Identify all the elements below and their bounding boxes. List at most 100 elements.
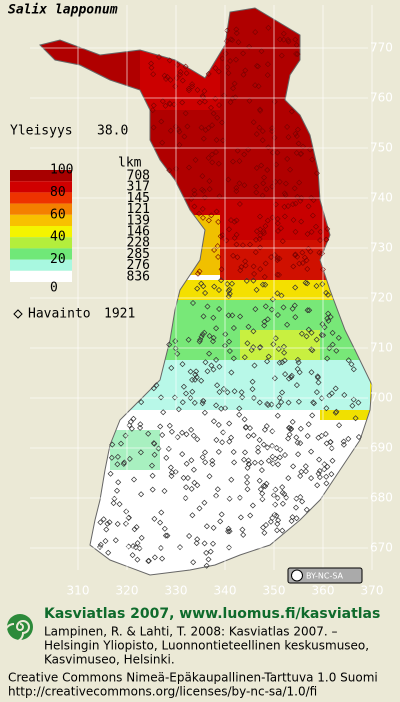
- observation-mark: [236, 180, 243, 187]
- observation-mark: [126, 455, 133, 462]
- observation-mark: [195, 270, 201, 277]
- observation-mark: [288, 108, 295, 115]
- observation-mark: [216, 389, 223, 395]
- observation-mark: [245, 146, 252, 153]
- observation-mark: [276, 394, 283, 401]
- observation-mark: [259, 281, 266, 288]
- observation-mark: [281, 357, 288, 364]
- observation-mark: [277, 36, 283, 43]
- observation-mark: [206, 333, 213, 339]
- observation-mark: [208, 104, 214, 111]
- observation-mark: [283, 494, 290, 501]
- x-grid-label: 370: [361, 584, 384, 598]
- y-grid-label: 670: [370, 541, 393, 555]
- observation-mark: [251, 362, 258, 369]
- footer-logo: [4, 614, 33, 643]
- observation-mark: [285, 134, 292, 141]
- observation-mark: [149, 472, 156, 479]
- observation-mark: [210, 110, 217, 117]
- observation-mark: [293, 42, 300, 48]
- observation-mark: [100, 516, 107, 523]
- observation-mark: [158, 509, 165, 516]
- observation-mark: [199, 454, 206, 461]
- observation-mark: [340, 438, 347, 445]
- observation-mark: [332, 385, 339, 392]
- observation-mark: [304, 307, 311, 314]
- observation-mark: [305, 421, 312, 428]
- observation-mark: [157, 519, 164, 526]
- observation-mark: [202, 459, 209, 466]
- observation-mark: [160, 409, 167, 416]
- observation-mark: [355, 399, 362, 406]
- map-grid: 310 320 330 340 350 360 370 770 760 750 740 730 720 7…: [30, 5, 393, 598]
- observation-mark: [273, 161, 280, 168]
- observation-mark: [265, 144, 272, 151]
- observation-mark: [215, 253, 222, 260]
- legend-scale-label: 40: [50, 230, 66, 245]
- observation-mark: [109, 441, 116, 448]
- observation-mark: [247, 425, 253, 432]
- observation-mark: [184, 123, 191, 130]
- observation-mark: [237, 514, 244, 521]
- observation-mark: [190, 300, 196, 306]
- observation-mark: [191, 399, 198, 406]
- observation-mark: [156, 54, 162, 60]
- observation-mark: [250, 328, 257, 335]
- observation-mark: [264, 61, 271, 68]
- observation-mark: [193, 374, 200, 381]
- observation-mark: [194, 86, 201, 93]
- observation-mark: [185, 85, 192, 92]
- observation-mark: [207, 548, 214, 555]
- observation-mark: [261, 174, 268, 181]
- observation-mark: [302, 468, 309, 475]
- observation-mark: [268, 306, 275, 313]
- observation-mark: [200, 214, 206, 221]
- observation-mark: [303, 506, 310, 513]
- observation-mark: [114, 461, 121, 468]
- y-grid-label: 770: [370, 41, 393, 55]
- observation-mark: [274, 149, 281, 156]
- observation-mark: [306, 307, 313, 314]
- observation-mark: [150, 102, 157, 109]
- observation-mark: [233, 56, 239, 63]
- legend-count: 836: [127, 269, 150, 284]
- observation-mark: [233, 188, 240, 195]
- observation-mark: [252, 306, 259, 313]
- observation-mark: [225, 287, 232, 294]
- observation-mark: [248, 347, 255, 353]
- observation-mark: [274, 257, 281, 264]
- observation-mark: [213, 325, 220, 332]
- observation-mark: [325, 317, 332, 324]
- observation-mark: [323, 405, 330, 412]
- observation-mark: [150, 440, 157, 447]
- observation-mark: [215, 218, 222, 225]
- observation-mark: [252, 82, 259, 89]
- observation-mark: [228, 434, 235, 441]
- observation-mark: [186, 87, 192, 94]
- observation-mark: [262, 281, 269, 288]
- observation-mark: [210, 314, 217, 321]
- observation-mark: [116, 501, 123, 508]
- observation-mark: [168, 428, 175, 435]
- observation-mark: [269, 296, 276, 303]
- observation-mark: [191, 187, 198, 194]
- observation-mark: [260, 482, 267, 489]
- observation-mark: [257, 266, 264, 273]
- observation-mark: [279, 527, 286, 534]
- legend-count: 708: [127, 169, 150, 184]
- observation-mark: [183, 390, 189, 397]
- observation-mark: [294, 126, 301, 133]
- observation-mark: [226, 348, 233, 354]
- observation-mark: [290, 217, 297, 223]
- observation-mark: [158, 118, 165, 125]
- legend-swatch: [10, 259, 72, 271]
- observation-mark: [348, 361, 355, 368]
- observation-mark: [228, 217, 234, 224]
- observation-mark: [235, 39, 242, 46]
- observation-mark: [179, 77, 186, 84]
- observation-mark: [102, 538, 109, 544]
- observation-mark: [278, 399, 285, 406]
- observation-mark: [317, 237, 324, 244]
- observation-mark: [231, 80, 238, 87]
- observation-mark: [260, 180, 267, 187]
